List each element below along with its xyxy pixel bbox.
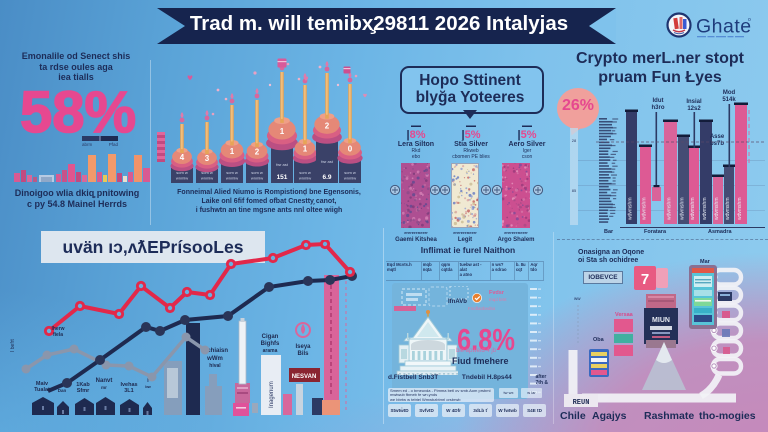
svg-text:wdvmshm: wdvmshm <box>714 197 720 220</box>
svg-text:som w: som w <box>176 170 188 175</box>
svg-text:wnmlw: wnmlw <box>299 176 311 181</box>
svg-text:som w: som w <box>344 170 356 175</box>
svg-text:1: 1 <box>280 127 285 136</box>
svg-text:Fsrdlanbedso: Fsrdlanbedso <box>468 306 496 311</box>
svg-text:Idut: Idut <box>653 98 664 104</box>
svg-text:2: 2 <box>325 122 330 131</box>
svg-text:som w: som w <box>201 170 213 175</box>
svg-text:Fvdsr: Fvdsr <box>489 290 505 296</box>
svg-text:Sfmr: Sfmr <box>77 388 90 394</box>
svg-text:som w: som w <box>226 170 238 175</box>
svg-text:wnmlw: wnmlw <box>226 176 238 181</box>
svg-text:REUN: REUN <box>573 399 590 407</box>
svg-text:4: 4 <box>180 153 185 162</box>
svg-text:bs7b: bs7b <box>710 141 724 147</box>
svg-text:Insial: Insial <box>686 99 702 105</box>
svg-text:wnmlw: wnmlw <box>201 176 213 181</box>
svg-text:wdvmshm: wdvmshm <box>702 197 708 220</box>
svg-text:wnmlw: wnmlw <box>251 176 263 181</box>
svg-text:Ghate: Ghate <box>696 16 752 38</box>
svg-text:fwr ast: fwr ast <box>321 159 334 164</box>
svg-text:mqd bmt: mqd bmt <box>489 297 507 302</box>
svg-text:2: 2 <box>255 148 260 157</box>
svg-text:I: I <box>147 378 149 384</box>
svg-text:hival: hival <box>209 363 221 369</box>
svg-text:Foratara: Foratara <box>644 229 667 235</box>
svg-text:Oba: Oba <box>593 337 605 343</box>
svg-text:3: 3 <box>205 154 210 163</box>
svg-text:o: o <box>748 17 751 23</box>
svg-text:ww: ww <box>574 296 581 301</box>
svg-text:1: 1 <box>303 145 308 154</box>
svg-text:7: 7 <box>641 271 649 288</box>
svg-text:Dan: Dan <box>58 388 67 393</box>
svg-text:Mar: Mar <box>700 259 711 265</box>
svg-text:Tualat: Tualat <box>34 387 50 393</box>
svg-text:wWm: wWm <box>206 356 223 362</box>
svg-text:1: 1 <box>230 147 235 156</box>
svg-text:Bils: Bils <box>297 351 309 357</box>
svg-text:Mod: Mod <box>723 90 736 96</box>
svg-text:Cigan: Cigan <box>262 334 279 340</box>
svg-text:NESVAN: NESVAN <box>292 374 317 380</box>
svg-text:wnmlw: wnmlw <box>176 176 188 181</box>
svg-text:fwr ast: fwr ast <box>276 162 289 167</box>
svg-text:3L1: 3L1 <box>124 388 133 394</box>
svg-text:bw: bw <box>145 384 151 389</box>
svg-text:som w: som w <box>251 170 263 175</box>
svg-text:Versaa: Versaa <box>615 312 634 318</box>
svg-text:Asmadra: Asmadra <box>708 229 732 235</box>
svg-text:Maiv: Maiv <box>36 381 49 387</box>
svg-text:wnmlw: wnmlw <box>344 176 356 181</box>
svg-text:MIUN: MIUN <box>652 317 670 324</box>
svg-text:1Kab: 1Kab <box>76 382 90 388</box>
svg-text:IfnAVb: IfnAVb <box>448 299 467 305</box>
svg-text:0: 0 <box>348 144 353 153</box>
svg-text:h3ro: h3ro <box>651 105 664 111</box>
svg-text:Iseya: Iseya <box>295 344 311 350</box>
svg-text:Inagenum: Inagenum <box>269 381 275 408</box>
svg-text:wdvmshm: wdvmshm <box>628 197 634 220</box>
svg-text:wdvmshm: wdvmshm <box>642 197 648 220</box>
svg-text:fiela: fiela <box>53 332 63 338</box>
svg-text:wdvmshm: wdvmshm <box>680 197 686 220</box>
svg-text:Ivehas: Ivehas <box>120 382 137 388</box>
svg-text:Nanvt: Nanvt <box>96 378 113 384</box>
svg-text:Fichiaisn: Fichiaisn <box>202 348 228 354</box>
svg-text:som w: som w <box>299 170 311 175</box>
svg-text:arama: arama <box>263 348 278 354</box>
svg-text:Bighfs: Bighfs <box>261 341 280 347</box>
svg-text:Iherw: Iherw <box>51 326 64 332</box>
svg-text:mr: mr <box>101 385 107 390</box>
svg-text:151: 151 <box>277 174 288 181</box>
svg-text:wdvmshm: wdvmshm <box>737 197 743 220</box>
svg-text:wdvmshm: wdvmshm <box>725 197 731 220</box>
svg-text:Bar: Bar <box>604 229 614 235</box>
svg-text:I befrt: I befrt <box>10 339 16 352</box>
svg-text:Asse: Asse <box>710 134 725 140</box>
svg-text:6.9: 6.9 <box>322 174 331 181</box>
svg-text:wdvmshm: wdvmshm <box>690 197 696 220</box>
svg-text:12s2: 12s2 <box>687 106 701 112</box>
svg-text:wdvmshm: wdvmshm <box>667 197 673 220</box>
svg-text:514k: 514k <box>722 97 736 103</box>
